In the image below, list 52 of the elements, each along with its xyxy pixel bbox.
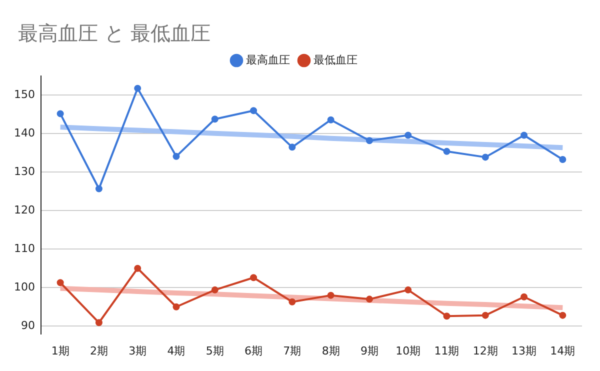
y-tick-label: 150 [14,88,35,102]
point [443,148,450,155]
y-tick-label: 120 [14,204,35,217]
point [211,286,218,294]
legend-label: 最低血圧 [314,53,358,66]
legend-label: 最高血圧 [246,53,290,66]
point [134,84,142,92]
x-tick-label: 12期 [472,344,498,358]
point [172,303,180,310]
point [482,312,489,319]
point [404,286,412,294]
point [482,154,489,161]
x-tick-label: 10期 [396,344,421,358]
x-tick-label: 2期 [90,344,108,358]
x-tick-label: 13期 [512,344,537,358]
point [95,319,102,326]
x-tick-label: 5期 [206,344,224,358]
point [559,156,566,163]
point [211,116,218,123]
point [559,312,566,319]
point [172,152,180,160]
point [95,185,102,192]
point [134,264,142,272]
point [56,279,64,286]
point [520,132,528,139]
y-tick-label: 140 [14,126,35,140]
x-tick-label: 1期 [51,344,70,358]
x-tick-label: 6期 [244,344,263,358]
x-tick-label: 9期 [360,344,378,358]
x-tick-label: 4期 [167,344,186,358]
x-tick-label: 14期 [550,344,576,358]
point [327,116,334,124]
point [366,296,373,303]
point [404,132,412,139]
y-tick-label: 110 [14,242,35,256]
point [327,292,334,299]
x-tick-label: 8期 [322,344,340,358]
point [288,144,296,151]
point [250,107,258,114]
point [250,274,258,282]
y-tick-label: 100 [14,280,35,294]
y-tick-label: 90 [20,318,35,332]
chart-title: 最高血圧 と 最低血圧 [18,20,211,47]
point [443,312,450,320]
point [520,293,528,300]
x-tick-label: 11期 [434,344,460,358]
point [56,110,64,118]
point [288,298,296,306]
point [366,137,373,144]
y-tick-label: 130 [14,165,35,178]
x-tick-label: 3期 [128,344,147,358]
x-tick-label: 7期 [283,344,302,358]
